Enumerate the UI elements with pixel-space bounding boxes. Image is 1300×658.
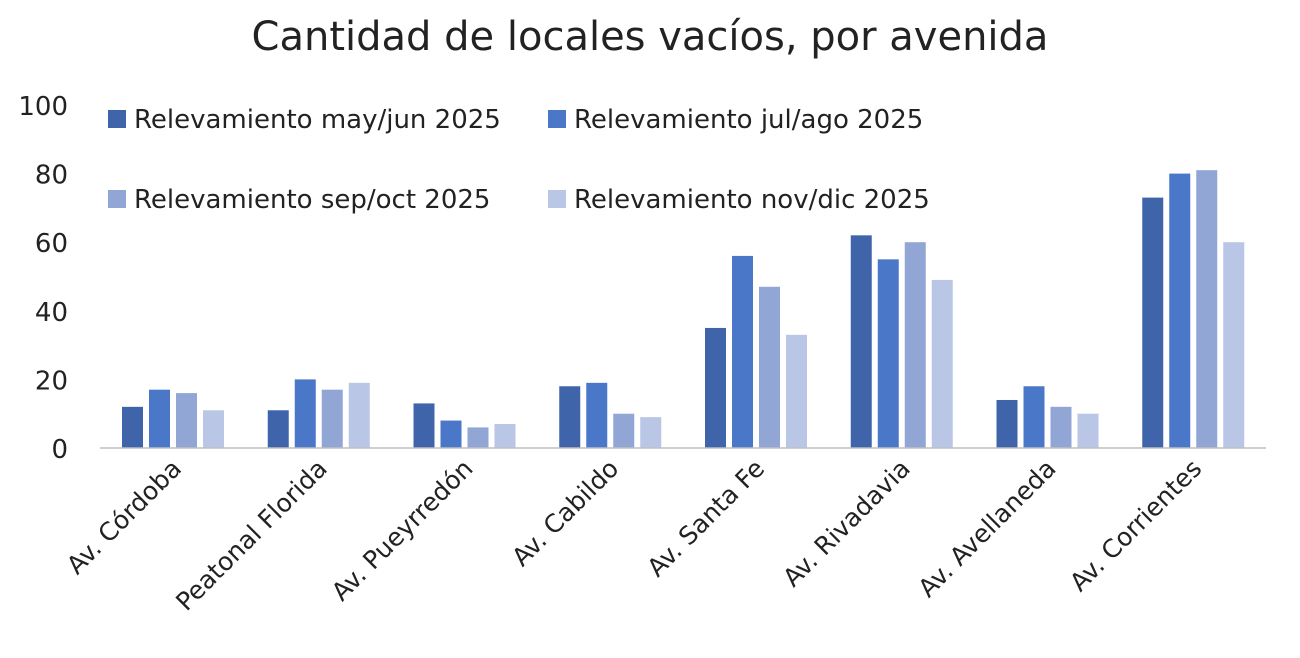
legend-swatch	[108, 110, 126, 128]
bar	[786, 334, 807, 448]
bar	[149, 389, 170, 448]
chart-title: Cantidad de locales vacíos, por avenida	[252, 14, 1049, 60]
x-tick-label: Av. Córdoba	[61, 454, 187, 580]
y-tick-label: 60	[35, 229, 68, 259]
bar	[613, 413, 635, 448]
legend-swatch	[548, 110, 566, 128]
bar	[1050, 406, 1072, 448]
bar	[267, 410, 289, 448]
bar	[1196, 170, 1218, 449]
y-axis: 0 20 40 60 80 100	[18, 92, 68, 465]
bar	[321, 389, 343, 448]
bar	[759, 286, 780, 448]
x-tick-label: Av. Corrientes	[1064, 454, 1207, 597]
bar	[996, 399, 1018, 448]
bar	[348, 382, 370, 448]
legend-swatch	[548, 190, 566, 208]
x-tick-label: Av. Cabildo	[506, 454, 624, 572]
bar	[467, 427, 489, 448]
bar	[732, 255, 753, 448]
legend-label: Relevamiento nov/dic 2025	[574, 185, 930, 215]
bar	[440, 420, 462, 448]
y-tick-label: 80	[35, 161, 68, 191]
bar	[122, 406, 143, 448]
x-tick-label: Peatonal Florida	[170, 454, 333, 617]
bar	[203, 410, 224, 448]
bar	[413, 403, 435, 448]
legend-swatch	[108, 190, 126, 208]
bar	[1023, 386, 1045, 448]
y-tick-label: 100	[18, 92, 68, 122]
x-tick-label: Av. Avellaneda	[913, 454, 1062, 603]
legend-label: Relevamiento jul/ago 2025	[574, 105, 923, 135]
bar	[877, 259, 899, 448]
x-tick-label: Av. Santa Fe	[642, 454, 771, 583]
y-tick-label: 0	[51, 435, 68, 465]
x-tick-label: Av. Rivadavia	[777, 454, 916, 593]
bar	[904, 242, 926, 448]
bar	[1077, 413, 1099, 448]
bar	[494, 423, 516, 448]
legend: Relevamiento may/jun 2025 Relevamiento ju…	[108, 105, 930, 215]
bar	[559, 386, 581, 448]
bar	[850, 235, 872, 448]
legend-label: Relevamiento may/jun 2025	[134, 105, 501, 135]
legend-label: Relevamiento sep/oct 2025	[134, 185, 490, 215]
bar	[931, 279, 953, 448]
bar	[586, 382, 608, 448]
bar	[176, 393, 197, 448]
bar	[640, 417, 662, 448]
bar	[1169, 173, 1191, 448]
y-tick-label: 20	[35, 366, 68, 396]
y-tick-label: 40	[35, 298, 68, 328]
x-tick-label: Av. Pueyrredón	[326, 454, 479, 607]
bar	[1142, 197, 1164, 448]
bar	[294, 379, 316, 448]
bar	[705, 327, 726, 448]
bar	[1223, 242, 1245, 448]
bars	[122, 170, 1245, 449]
